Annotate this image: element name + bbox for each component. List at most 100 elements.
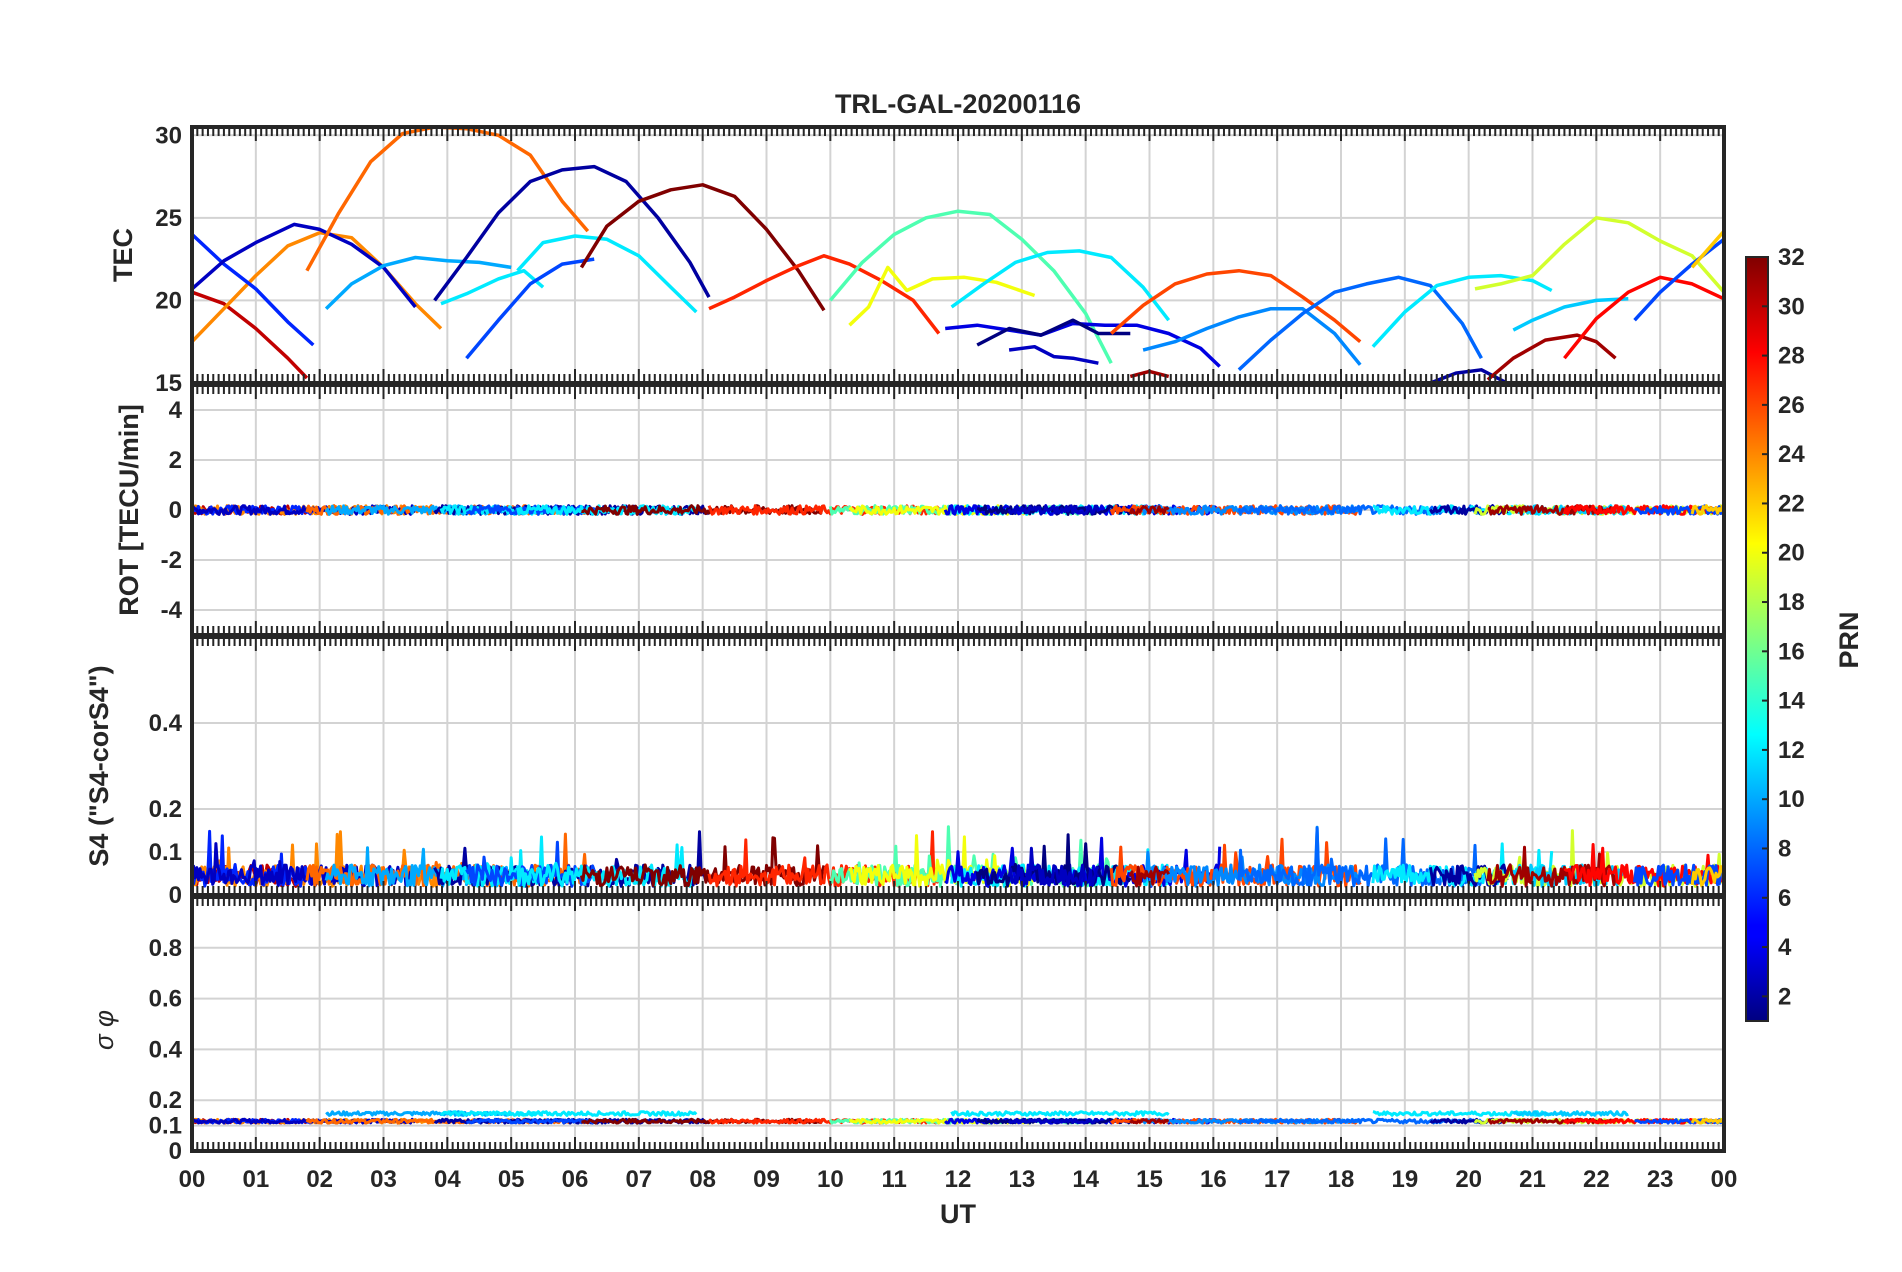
tec-ytick-label: 15 (155, 370, 182, 397)
colorbar-tick-label: 24 (1778, 441, 1805, 468)
rot-ytick-label: 4 (169, 397, 183, 424)
x-tick-label: 14 (1072, 1166, 1099, 1193)
tec-series-prn-3 (190, 222, 417, 309)
tec-series-prn-9 (1142, 306, 1362, 366)
colorbar-tick-label: 28 (1778, 343, 1805, 370)
tec-series-prn-12 (950, 249, 1171, 322)
sigma-series-prn-12 (950, 1110, 1170, 1117)
tec-series-prn-1 (976, 318, 1131, 347)
x-tick-label: 09 (753, 1166, 780, 1193)
tec-ytick-labels: 15 20 25 30 (155, 122, 182, 397)
rot-ytick-labels: -4 -2 0 2 4 (161, 397, 183, 624)
colorbar-tick-label: 20 (1778, 540, 1805, 567)
rot-ytick-label: -4 (161, 597, 183, 624)
tec-series-prn-15 (828, 209, 1113, 365)
colorbar-tick-label: 26 (1778, 392, 1805, 419)
sigma-series-prn-7 (466, 1117, 596, 1125)
sigma-axes-box (190, 895, 1726, 1153)
x-axis-label: UT (940, 1199, 976, 1229)
colorbar-tick-label: 4 (1778, 934, 1792, 961)
tec-series-prn-2 (433, 164, 711, 302)
x-tick-label: 18 (1328, 1166, 1355, 1193)
tec-series-prn-12 (516, 234, 698, 314)
x-tick-labels: 00 01 02 03 04 05 06 07 08 09 10 11 12 13 14 15 16 17 18 19… (179, 1166, 1738, 1193)
sigma-ytick-label: 0.2 (149, 1087, 182, 1114)
rot-series-prn-3 (1007, 504, 1100, 516)
s4-series (190, 825, 1726, 888)
colorbar-tick-label: 10 (1778, 786, 1805, 813)
x-tick-label: 00 (179, 1166, 206, 1193)
x-tick-label: 00 (1711, 1166, 1738, 1193)
panel-sigma: 00.10.2 0.4 0.6 0.8 σ φ (89, 895, 1726, 1165)
tec-series-prn-31 (1486, 333, 1617, 382)
x-tick-label: 19 (1391, 1166, 1418, 1193)
sigma-series-prn-31 (1129, 1118, 1170, 1125)
colorbar-tick-label: 8 (1778, 835, 1791, 862)
x-tick-label: 12 (945, 1166, 972, 1193)
tec-series-prn-24 (190, 230, 443, 343)
s4-ytick-label: 0.4 (149, 710, 183, 737)
s4-ytick-label: 0 (169, 882, 182, 909)
tec-ytick-label: 25 (155, 205, 182, 232)
tec-ylabel: TEC (108, 228, 138, 282)
rot-series-prn-22 (1690, 504, 1725, 516)
tec-series-prn-12 (440, 268, 545, 306)
x-tick-label: 06 (562, 1166, 589, 1193)
x-tick-label: 04 (434, 1166, 461, 1193)
panel-tec: 15 20 25 30 TEC (108, 122, 1726, 397)
tec-series-prn-28 (1563, 275, 1725, 360)
sigma-series-prn-12 (516, 1110, 698, 1117)
x-tick-label: 03 (370, 1166, 397, 1193)
colorbar-tick-label: 16 (1778, 638, 1805, 665)
sigma-series-prn-3 (191, 1117, 417, 1125)
s4-ytick-labels: 0 0.1 0.2 0.4 (149, 710, 183, 909)
x-tick-label: 07 (625, 1166, 652, 1193)
tec-series-prn-12 (1371, 273, 1553, 348)
panel-s4: 0 0.1 0.2 0.4 S4 ("S4-corS4") (84, 635, 1726, 909)
colorbar-tick-label: 6 (1778, 885, 1791, 912)
x-tick-label: 02 (306, 1166, 333, 1193)
tec-series-prn-26 (1110, 268, 1362, 344)
rot-series-prn-3 (191, 504, 417, 516)
rot-series-prn-7 (1634, 504, 1726, 516)
s4-ylabel: S4 ("S4-corS4") (84, 665, 114, 866)
tec-series-prn-11 (1512, 297, 1629, 332)
x-tick-label: 05 (498, 1166, 525, 1193)
x-tick-label: 21 (1519, 1166, 1546, 1193)
tec-series-prn-3 (1008, 344, 1099, 365)
tec-ytick-label: 20 (155, 287, 182, 314)
rot-ytick-label: 0 (169, 497, 182, 524)
sigma-ytick-labels: 00.10.2 0.4 0.6 0.8 (149, 935, 183, 1165)
sigma-series-prn-3 (1007, 1117, 1100, 1125)
s4-series-prn-31 (1128, 865, 1171, 888)
tec-series-prn-8 (1237, 275, 1483, 372)
x-tick-label: 17 (1264, 1166, 1291, 1193)
s4-ytick-label: 0.1 (149, 839, 182, 866)
colorbar-tick-label: 30 (1778, 293, 1805, 320)
sigma-ytick-label: 0 (169, 1138, 182, 1165)
colorbar-label: PRN (1834, 611, 1864, 668)
sigma-series (190, 1110, 1726, 1125)
x-tick-label: 13 (1008, 1166, 1035, 1193)
colorbar-gradient (1745, 256, 1769, 1022)
tec-series-prn-6 (190, 233, 315, 347)
sigma-series-prn-22 (1690, 1117, 1725, 1125)
x-tick-label: 01 (242, 1166, 269, 1193)
tec-series-prn-30 (191, 290, 309, 380)
sigma-ytick-label: 0.4 (149, 1036, 183, 1063)
tec-series-prn-19 (1474, 216, 1726, 294)
tec-series-prn-32 (579, 183, 826, 312)
x-tick-label: 15 (1136, 1166, 1163, 1193)
x-tick-label: 08 (689, 1166, 716, 1193)
sigma-ytick-label: 0.1 (149, 1113, 182, 1140)
x-tick-label: 16 (1200, 1166, 1227, 1193)
tec-ytick-label: 30 (155, 122, 182, 149)
colorbar-tick-label: 12 (1778, 737, 1805, 764)
tec-series-prn-20 (848, 265, 1036, 327)
colorbar-tick-label: 22 (1778, 490, 1805, 517)
s4-series-prn-3 (190, 842, 417, 888)
tec-series-prn-22 (1690, 229, 1726, 269)
tec-series-prn-10 (324, 255, 512, 310)
